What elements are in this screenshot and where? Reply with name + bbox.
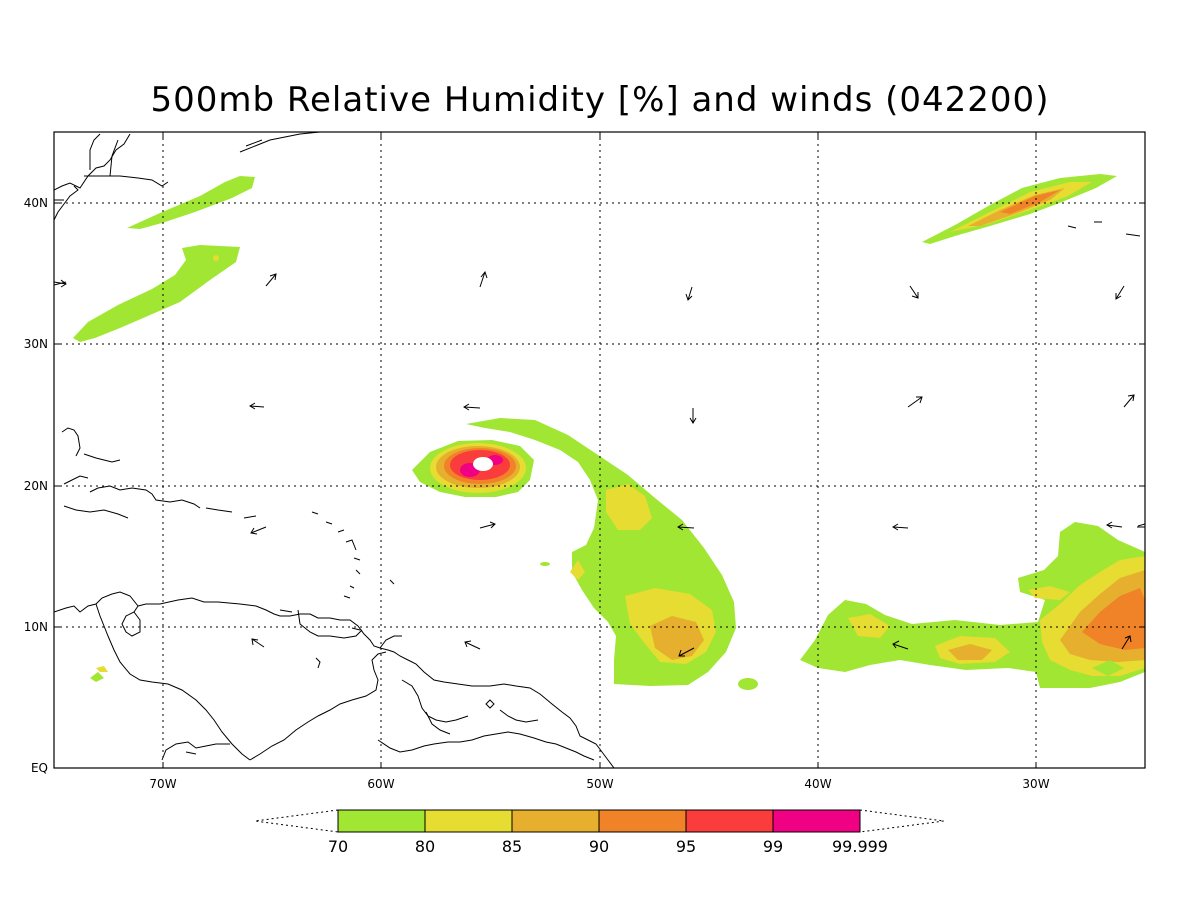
wind-arrow: [892, 640, 909, 650]
lon-label: 50W: [586, 777, 613, 791]
colorbar: 70 80 85 90 95 99 99.999: [254, 809, 945, 856]
colorbar-left-extension: [254, 809, 339, 833]
wind-arrow: [249, 402, 265, 410]
lat-label: 30N: [24, 337, 48, 351]
wind-arrow: [907, 396, 923, 408]
humidity-fill-layer: [73, 174, 1145, 690]
colorbar-segment: [598, 809, 687, 833]
wind-arrow: [1106, 521, 1123, 529]
lon-label: 70W: [149, 777, 176, 791]
lon-label: 60W: [367, 777, 394, 791]
wind-arrow: [1123, 394, 1135, 408]
coastlines: [54, 132, 1145, 768]
lat-label: 20N: [24, 479, 48, 493]
colorbar-segment: [337, 809, 426, 833]
colorbar-label: 95: [676, 837, 696, 856]
wind-arrow: [479, 521, 496, 529]
wind-arrow: [479, 270, 488, 288]
colorbar-label: 90: [589, 837, 609, 856]
colorbar-segment: [685, 809, 774, 833]
wind-arrow: [689, 408, 697, 424]
colorbar-label: 99: [763, 837, 783, 856]
colorbar-label: 70: [328, 837, 348, 856]
wind-arrow: [892, 523, 909, 531]
hurricane-core: [412, 440, 534, 497]
colorbar-label: 80: [415, 837, 435, 856]
wind-vectors: [53, 270, 1145, 657]
lat-label: 10N: [24, 620, 48, 634]
lat-label: 40N: [24, 196, 48, 210]
wind-arrow: [464, 640, 481, 650]
wind-arrow: [53, 279, 67, 288]
wind-arrow: [265, 273, 277, 287]
wind-arrow: [251, 638, 265, 648]
wind-arrow: [250, 526, 267, 535]
humidity-area-nw-lower: [73, 245, 240, 342]
graticule: [54, 132, 1145, 768]
wind-arrow: [909, 285, 919, 299]
map-title: 500mb Relative Humidity [%] and winds (0…: [150, 80, 1050, 120]
colorbar-segment: [772, 809, 861, 833]
wind-arrow: [677, 523, 695, 531]
colorbar-segment: [424, 809, 513, 833]
lon-label: 40W: [804, 777, 831, 791]
colorbar-right-extension: [859, 809, 945, 833]
wind-arrow: [1115, 285, 1125, 300]
colorbar-label: 99.999: [832, 837, 888, 856]
colorbar-label: 85: [502, 837, 522, 856]
wind-arrow: [685, 286, 693, 301]
wind-arrow: [463, 403, 481, 411]
humidity-area-nw-upper: [127, 176, 255, 229]
colorbar-segment: [511, 809, 600, 833]
wind-arrow: [1121, 635, 1132, 650]
wind-arrow: [678, 647, 695, 657]
lat-label: EQ: [31, 761, 48, 775]
lon-label: 30W: [1022, 777, 1049, 791]
